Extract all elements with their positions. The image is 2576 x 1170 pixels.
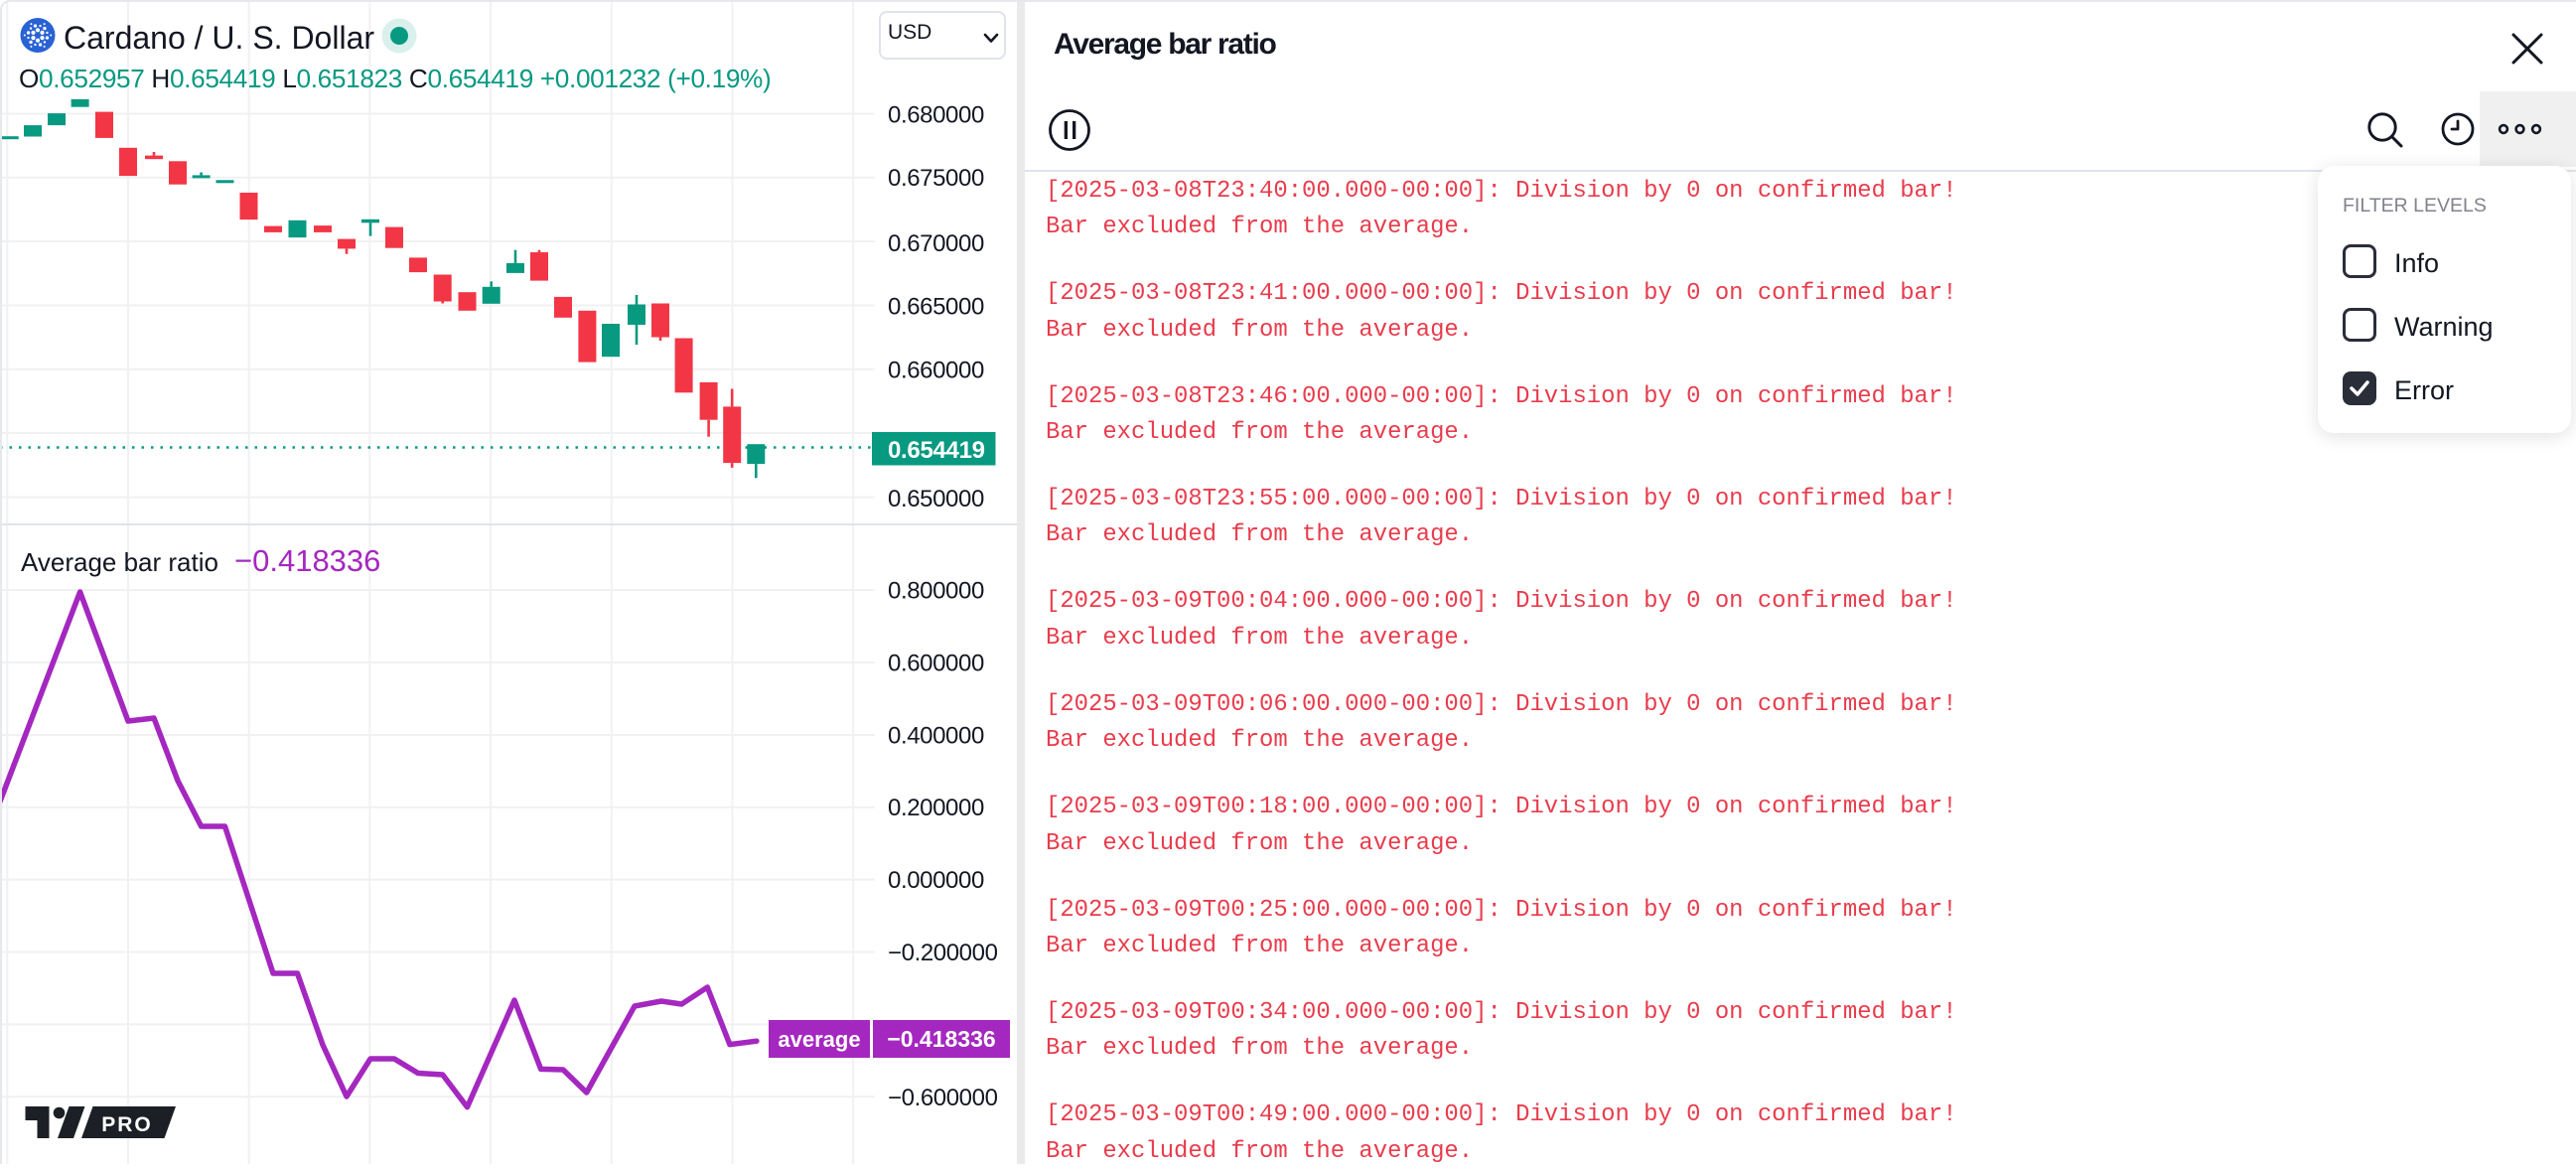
svg-text:average: average (778, 1027, 860, 1052)
svg-text:0.670000: 0.670000 (888, 230, 984, 257)
svg-text:−0.200000: −0.200000 (888, 940, 998, 966)
svg-text:0.650000: 0.650000 (888, 486, 984, 512)
svg-text:−0.418336: −0.418336 (887, 1026, 995, 1052)
svg-text:0.400000: 0.400000 (888, 723, 984, 750)
svg-text:PRO: PRO (101, 1113, 153, 1136)
svg-text:0.000000: 0.000000 (888, 867, 984, 894)
svg-text:0.665000: 0.665000 (888, 294, 984, 321)
svg-text:0.654419: 0.654419 (888, 437, 985, 464)
svg-text:0.660000: 0.660000 (888, 357, 984, 383)
svg-text:0.200000: 0.200000 (888, 795, 984, 821)
svg-text:−0.600000: −0.600000 (888, 1085, 998, 1111)
svg-text:0.675000: 0.675000 (888, 165, 984, 192)
svg-text:0.680000: 0.680000 (888, 101, 984, 128)
svg-text:0.800000: 0.800000 (888, 578, 984, 605)
svg-text:0.600000: 0.600000 (888, 651, 984, 677)
